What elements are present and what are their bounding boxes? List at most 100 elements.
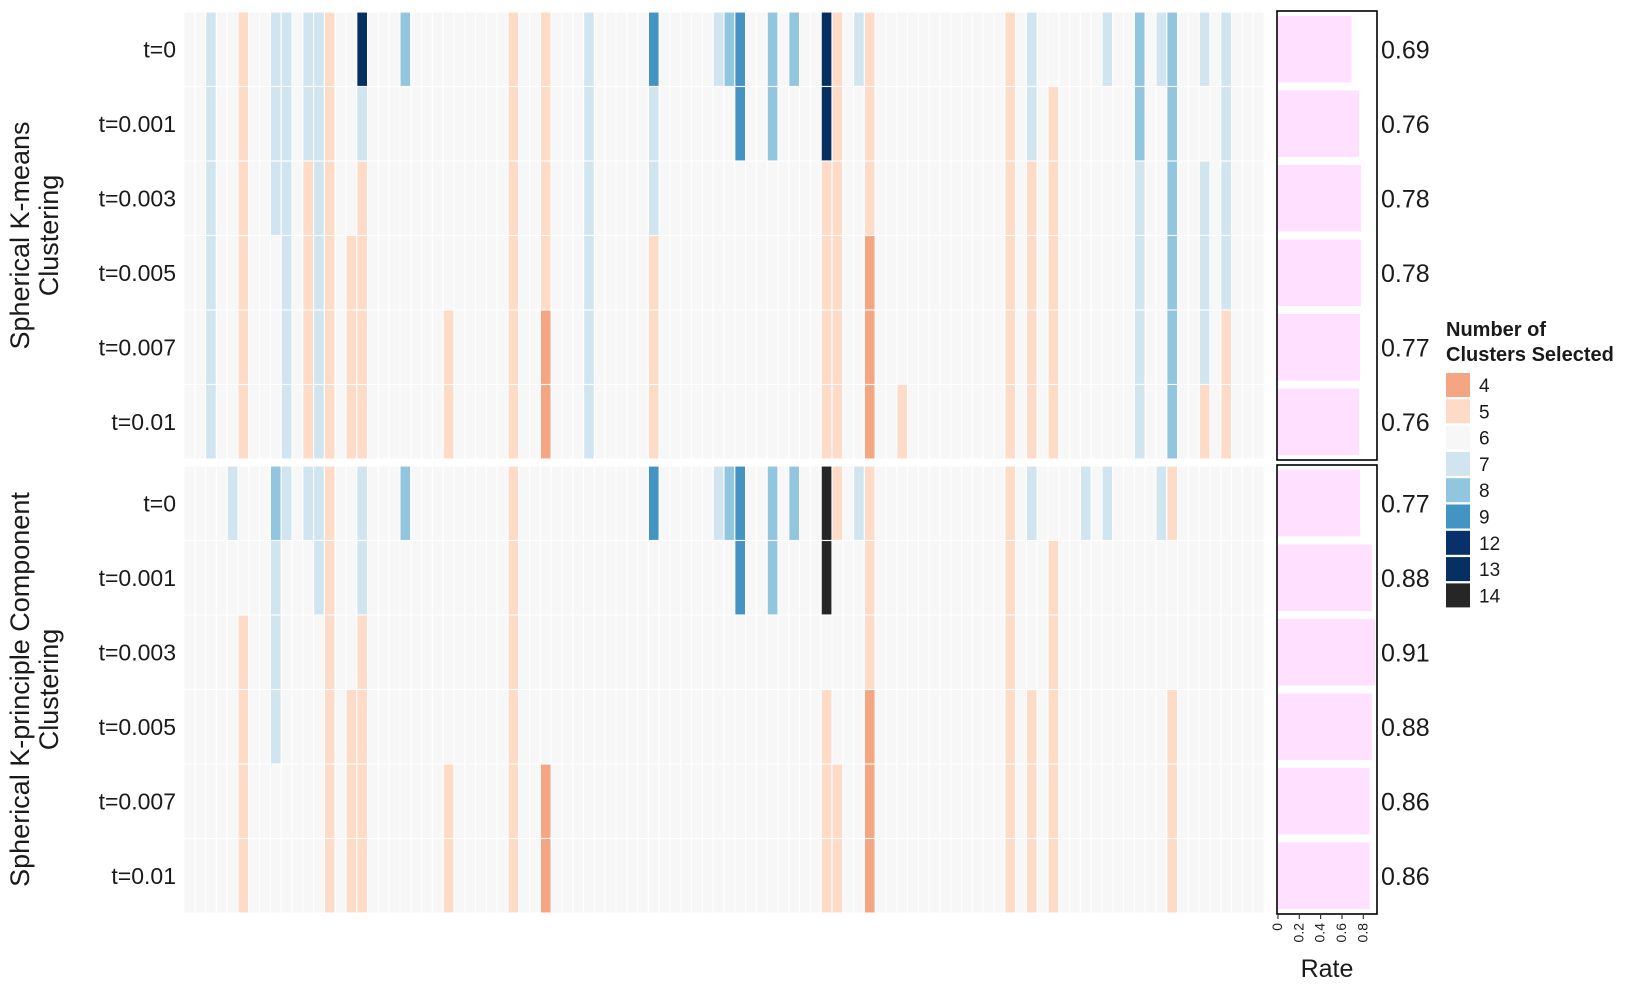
heatmap-cell (1231, 85, 1243, 162)
heatmap-cell (950, 614, 963, 691)
heatmap-cell (734, 763, 747, 840)
heatmap-cell (226, 11, 239, 88)
heatmap-cell (647, 837, 660, 914)
rate-value-label: 0.86 (1381, 788, 1430, 816)
heatmap-cell (1220, 160, 1233, 237)
heatmap-cell (1112, 763, 1125, 840)
heatmap-cell (1112, 688, 1125, 765)
heatmap-cell (323, 160, 336, 237)
heatmap-cell (1155, 763, 1168, 840)
legend-title: Number of (1446, 319, 1546, 341)
heatmap-cell (1101, 383, 1114, 460)
heatmap-cell (1069, 309, 1081, 386)
heatmap-cell (961, 383, 973, 460)
heatmap-cell (226, 763, 239, 840)
heatmap-cell (853, 234, 865, 311)
heatmap-cell (680, 763, 693, 840)
heatmap-cell (1058, 160, 1071, 237)
heatmap-cell (453, 309, 466, 386)
heatmap-cell (1252, 160, 1265, 237)
heatmap-cell (1101, 11, 1114, 88)
heatmap-cell (496, 160, 509, 237)
heatmap-cell (1058, 383, 1071, 460)
heatmap-cell (928, 763, 941, 840)
heatmap-cell (1047, 160, 1060, 237)
heatmap-cell (1155, 309, 1168, 386)
heatmap-cell (377, 614, 390, 691)
heatmap-cell (194, 465, 207, 542)
heatmap-cell (745, 11, 757, 88)
heatmap-cell (691, 234, 703, 311)
heatmap-cell (734, 11, 747, 88)
heatmap-cell (464, 614, 477, 691)
rate-axis-tick-label: 0.8 (1354, 923, 1370, 943)
heatmap-cell (1090, 11, 1103, 88)
heatmap-cell (442, 465, 455, 542)
heatmap-cell (356, 160, 369, 237)
heatmap-cell (691, 465, 703, 542)
heatmap-cell (323, 614, 336, 691)
heatmap-cell (496, 614, 509, 691)
heatmap-cell (1015, 763, 1027, 840)
heatmap-cell (388, 383, 401, 460)
row-label: t=0.003 (99, 639, 176, 665)
heatmap-cell (313, 85, 325, 162)
heatmap-cell (421, 614, 433, 691)
heatmap-cell (1198, 614, 1211, 691)
heatmap-cell (259, 11, 271, 88)
heatmap-cell (1101, 688, 1114, 765)
heatmap-cell (1241, 383, 1254, 460)
heatmap-cell (1155, 11, 1168, 88)
heatmap-cell (539, 160, 552, 237)
heatmap-cell (1004, 309, 1017, 386)
heatmap-cell (939, 539, 952, 616)
heatmap-cell (237, 11, 250, 88)
heatmap-cell (453, 234, 466, 311)
heatmap-cell (1144, 85, 1157, 162)
heatmap-cell (615, 688, 628, 765)
heatmap-cell (194, 383, 207, 460)
heatmap-cell (701, 160, 714, 237)
heatmap-cell (475, 763, 487, 840)
heatmap-cell (1058, 11, 1071, 88)
heatmap-cell (1047, 614, 1060, 691)
heatmap-cell (539, 11, 552, 88)
heatmap-cell (1187, 85, 1200, 162)
legend-label: 8 (1479, 481, 1490, 502)
heatmap-cell (939, 614, 952, 691)
heatmap-cell (755, 837, 768, 914)
heatmap-cell (971, 465, 984, 542)
heatmap-cell (1231, 383, 1243, 460)
heatmap-cell (485, 614, 498, 691)
heatmap-cell (313, 309, 325, 386)
heatmap-cell (853, 688, 865, 765)
heatmap-cell (356, 763, 369, 840)
heatmap-cell (1187, 11, 1200, 88)
heatmap-cell (637, 160, 649, 237)
heatmap-cell (874, 614, 887, 691)
heatmap-cell (1015, 234, 1027, 311)
heatmap-cell (1198, 160, 1211, 237)
heatmap-cell (1036, 160, 1049, 237)
heatmap-cell (593, 837, 606, 914)
heatmap-cell (982, 383, 995, 460)
heatmap-cell (669, 614, 682, 691)
heatmap-cell (1058, 539, 1071, 616)
heatmap-cell (205, 465, 217, 542)
heatmap-cell (291, 837, 304, 914)
heatmap-cell (248, 614, 261, 691)
heatmap-cell (334, 539, 347, 616)
heatmap-cell (1123, 837, 1135, 914)
heatmap-cell (1123, 160, 1135, 237)
heatmap-cell (410, 160, 423, 237)
heatmap-cell (583, 160, 595, 237)
heatmap-cell (410, 234, 423, 311)
heatmap-cell (485, 465, 498, 542)
heatmap-cell (572, 465, 585, 542)
heatmap-cell (842, 465, 855, 542)
heatmap-cell (1069, 688, 1081, 765)
heatmap-cell (1209, 837, 1222, 914)
heatmap-cell (831, 234, 844, 311)
heatmap-cell (1025, 85, 1038, 162)
heatmap-cell (1177, 837, 1189, 914)
